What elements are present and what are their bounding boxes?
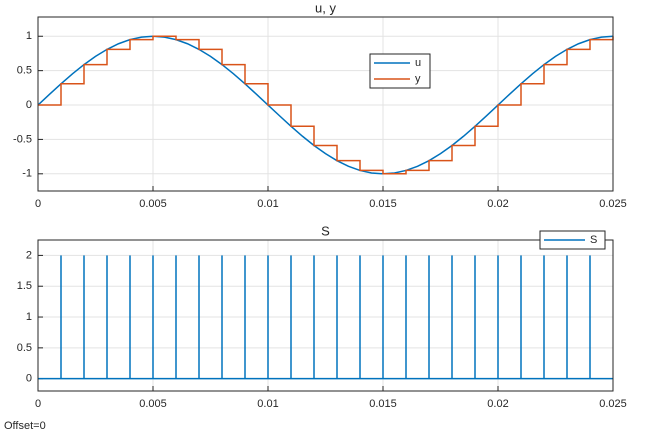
plot-area <box>38 17 613 191</box>
x-tick-label: 0.005 <box>139 398 167 410</box>
offset-label: Offset=0 <box>4 420 46 432</box>
y-tick-label: 1 <box>26 311 32 323</box>
plot-area <box>38 240 613 391</box>
legend-label: S <box>590 234 597 246</box>
x-tick-label: 0.025 <box>599 398 627 410</box>
y-tick-label: 0 <box>26 99 32 111</box>
legend-label: u <box>415 57 421 69</box>
x-tick-label: 0.01 <box>257 198 278 210</box>
y-tick-label: 1.5 <box>17 280 32 292</box>
legend-label: y <box>415 73 421 85</box>
x-tick-label: 0.015 <box>369 198 397 210</box>
axes-box <box>37 239 614 392</box>
legend-box <box>369 53 431 89</box>
series-line <box>37 35 614 175</box>
chart-title: S <box>321 223 330 238</box>
y-tick-label: 0.5 <box>17 342 32 354</box>
x-tick-label: 0.005 <box>139 198 167 210</box>
y-tick-label: 0 <box>26 373 32 385</box>
x-tick-label: 0 <box>35 198 41 210</box>
y-tick-label: 2 <box>26 249 32 261</box>
y-tick-label: -1 <box>22 168 32 180</box>
y-tick-label: -0.5 <box>13 133 32 145</box>
y-tick-label: 0.5 <box>17 65 32 77</box>
x-tick-label: 0 <box>35 398 41 410</box>
x-tick-label: 0.02 <box>487 198 508 210</box>
series-line <box>38 35 614 175</box>
x-tick-label: 0.01 <box>257 398 278 410</box>
x-tick-label: 0.02 <box>487 398 508 410</box>
x-tick-label: 0.015 <box>369 398 397 410</box>
chart-title: u, y <box>315 0 336 15</box>
y-tick-label: 1 <box>26 30 32 42</box>
axes-box <box>37 16 614 192</box>
x-tick-label: 0.025 <box>599 198 627 210</box>
